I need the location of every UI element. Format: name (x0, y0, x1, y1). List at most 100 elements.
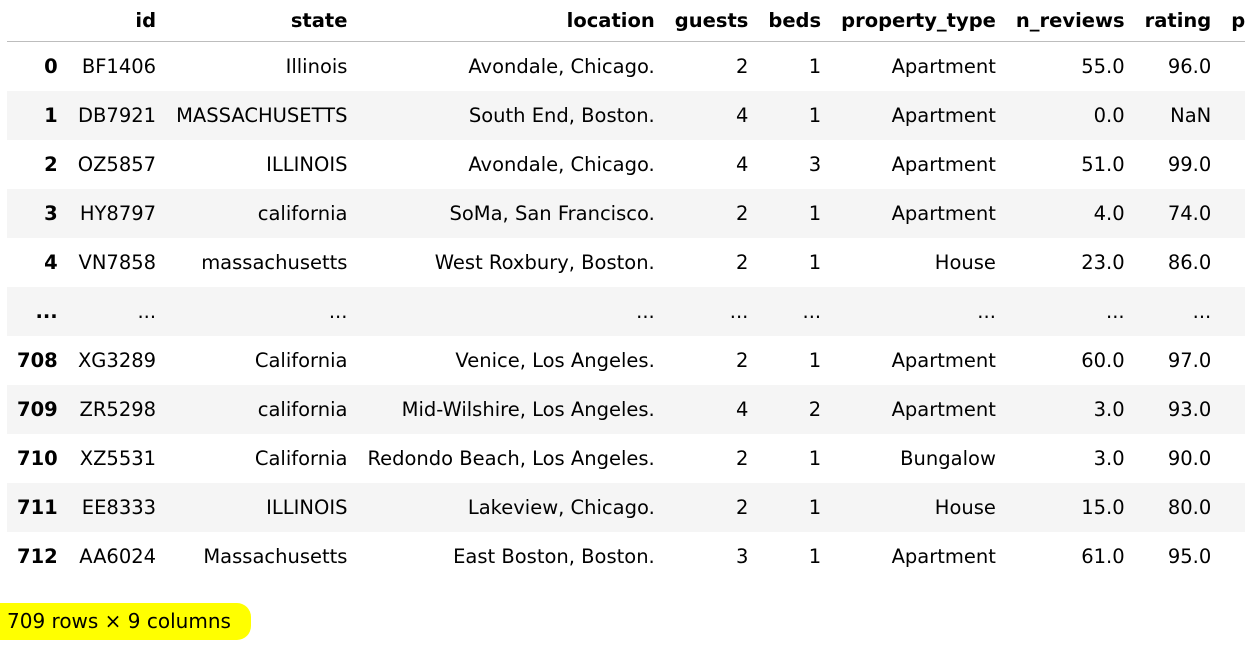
column-header-rating: rating (1134, 0, 1222, 42)
cell-rating: 93.0 (1167, 398, 1212, 421)
cell-beds: 1 (808, 349, 822, 372)
table-body: 0 BF1406 Illinois Avondale, Chicago. 2 1 Apart… (7, 41, 1245, 581)
cell-price: 100 (1221, 434, 1245, 483)
cell-id: VN7858 (78, 251, 157, 274)
cell-state: Massachusetts (203, 545, 348, 568)
row-index: 0 (44, 55, 58, 78)
table-header: id state location guests beds property_type n_… (7, 0, 1245, 42)
cell-location: East Boston, Boston. (453, 545, 655, 568)
cell-n-reviews: 51.0 (1081, 153, 1125, 176)
cell-price: ... (1221, 287, 1245, 336)
cell-property-type: ... (977, 300, 996, 323)
cell-beds: 1 (808, 202, 822, 225)
column-header-state: state (166, 0, 358, 42)
table-row: 711 EE8333 ILLINOIS Lakeview, Chicago. 2 1 Hou… (7, 483, 1245, 532)
cell-location: Mid-Wilshire, Los Angeles. (401, 398, 655, 421)
cell-property-type: Apartment (891, 153, 996, 176)
cell-rating: 95.0 (1167, 545, 1212, 568)
cell-property-type: House (934, 496, 996, 519)
cell-property-type: Apartment (891, 545, 996, 568)
row-index: 712 (17, 545, 58, 568)
cell-location: West Roxbury, Boston. (434, 251, 655, 274)
cell-state: california (257, 398, 348, 421)
cell-beds: 3 (808, 153, 822, 176)
table-row: 0 BF1406 Illinois Avondale, Chicago. 2 1 Apart… (7, 41, 1245, 92)
ellipsis-row: .............................. (7, 287, 1245, 336)
cell-price: 150 (1221, 140, 1245, 189)
cell-state: ... (328, 300, 348, 323)
cell-price: 125 (1221, 189, 1245, 238)
cell-beds: ... (802, 300, 822, 323)
cell-id: HY8797 (79, 202, 157, 225)
cell-id: ... (137, 300, 157, 323)
row-index: 708 (17, 349, 58, 372)
cell-location: ... (636, 300, 655, 323)
column-header-n-reviews: n_reviews (1005, 0, 1135, 42)
cell-id: BF1406 (81, 55, 157, 78)
cell-n-reviews: ... (1106, 300, 1125, 323)
cell-n-reviews: 4.0 (1093, 202, 1125, 225)
row-index: ... (35, 300, 58, 323)
cell-id: EE8333 (81, 496, 157, 519)
cell-rating: 90.0 (1167, 447, 1212, 470)
cell-id: XZ5531 (79, 447, 157, 470)
cell-rating: 97.0 (1167, 349, 1212, 372)
cell-beds: 1 (808, 104, 822, 127)
cell-property-type: Bungalow (900, 447, 996, 470)
cell-guests: 2 (735, 202, 749, 225)
table-row: 708 XG3289 California Venice, Los Angeles. 2… (7, 336, 1245, 385)
dataframe-container: id state location guests beds property_type n_… (7, 0, 1245, 581)
dataframe-table: id state location guests beds property_type n_… (7, 0, 1245, 581)
cell-guests: 3 (735, 545, 749, 568)
cell-beds: 1 (808, 545, 822, 568)
cell-price: 100 (1221, 385, 1245, 434)
cell-n-reviews: 55.0 (1081, 55, 1125, 78)
cell-n-reviews: 23.0 (1081, 251, 1125, 274)
cell-rating: NaN (1170, 104, 1212, 127)
cell-rating: 99.0 (1167, 153, 1212, 176)
cell-rating: ... (1192, 300, 1212, 323)
table-row: 710 XZ5531 California Redondo Beach, Los An… (7, 434, 1245, 483)
cell-guests: 2 (735, 496, 749, 519)
cell-rating: 96.0 (1167, 55, 1212, 78)
cell-property-type: Apartment (891, 202, 996, 225)
row-index: 709 (17, 398, 58, 421)
cell-guests: ... (729, 300, 749, 323)
cell-price: 115 (1221, 483, 1245, 532)
table-row: 712 AA6024 Massachusetts East Boston, Bosto… (7, 532, 1245, 581)
cell-beds: 1 (808, 251, 822, 274)
cell-rating: 86.0 (1167, 251, 1212, 274)
cell-state: California (254, 349, 348, 372)
cell-state: california (257, 202, 348, 225)
cell-state: MASSACHUSETTS (176, 104, 348, 127)
row-index: 1 (44, 104, 58, 127)
cell-guests: 2 (735, 55, 749, 78)
column-header-guests: guests (664, 0, 759, 42)
cell-id: AA6024 (79, 545, 157, 568)
cell-guests: 2 (735, 251, 749, 274)
cell-price: 150 (1221, 336, 1245, 385)
cell-price: 48 (1221, 42, 1245, 92)
dataframe-shape-caption: 709 rows × 9 columns (0, 603, 251, 640)
cell-state: ILLINOIS (266, 496, 348, 519)
column-header-property-type: property_type (831, 0, 1006, 42)
cell-location: Redondo Beach, Los Angeles. (367, 447, 655, 470)
cell-location: South End, Boston. (468, 104, 655, 127)
cell-id: ZR5298 (79, 398, 157, 421)
cell-price: 115 (1221, 91, 1245, 140)
cell-beds: 1 (808, 447, 822, 470)
cell-guests: 4 (735, 153, 749, 176)
column-header-beds: beds (758, 0, 832, 42)
row-index: 711 (17, 496, 58, 519)
row-index: 2 (44, 153, 58, 176)
cell-beds: 1 (808, 496, 822, 519)
cell-property-type: Apartment (891, 349, 996, 372)
table-row: 1 DB7921 MASSACHUSETTS South End, Boston. 4 1… (7, 91, 1245, 140)
cell-property-type: Apartment (891, 104, 996, 127)
cell-price: 64 (1221, 238, 1245, 287)
index-column-header (7, 0, 68, 42)
cell-state: massachusetts (201, 251, 348, 274)
cell-property-type: House (934, 251, 996, 274)
cell-beds: 2 (808, 398, 822, 421)
cell-location: Avondale, Chicago. (468, 153, 655, 176)
